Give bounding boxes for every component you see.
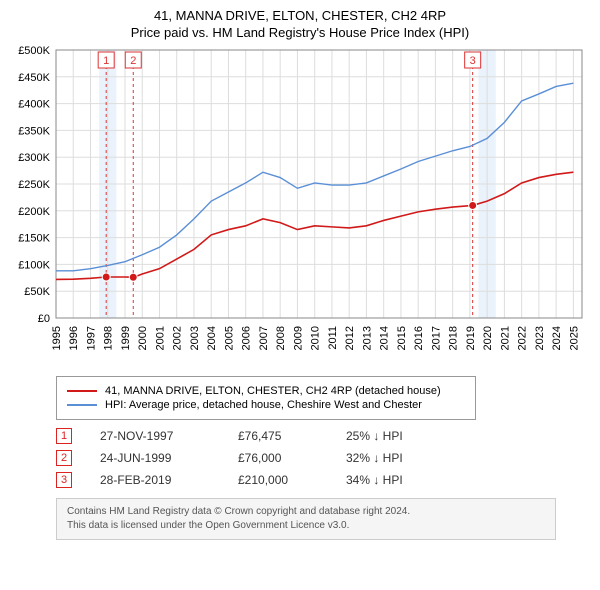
legend-item: HPI: Average price, detached house, Ches… — [67, 399, 465, 411]
sale-diff: 34% ↓ HPI — [346, 473, 446, 487]
svg-text:2011: 2011 — [327, 326, 339, 350]
svg-text:2002: 2002 — [172, 326, 184, 350]
footnote-line: Contains HM Land Registry data © Crown c… — [67, 505, 545, 519]
svg-text:2007: 2007 — [258, 326, 270, 350]
legend-swatch — [67, 404, 97, 406]
footnote-line: This data is licensed under the Open Gov… — [67, 519, 545, 533]
svg-text:2023: 2023 — [534, 326, 546, 350]
svg-text:2008: 2008 — [275, 326, 287, 350]
svg-text:£400K: £400K — [18, 99, 50, 111]
svg-text:£150K: £150K — [18, 233, 50, 245]
sale-date: 28-FEB-2019 — [100, 473, 210, 487]
svg-text:2: 2 — [130, 55, 136, 67]
svg-text:2005: 2005 — [223, 326, 235, 350]
svg-text:£0: £0 — [38, 313, 50, 325]
chart-container: 41, MANNA DRIVE, ELTON, CHESTER, CH2 4RP… — [0, 0, 600, 548]
svg-text:2020: 2020 — [482, 326, 494, 350]
title-block: 41, MANNA DRIVE, ELTON, CHESTER, CH2 4RP… — [12, 8, 588, 40]
svg-text:2009: 2009 — [292, 326, 304, 350]
svg-text:2000: 2000 — [137, 326, 149, 350]
svg-text:£450K: £450K — [18, 72, 50, 84]
svg-text:2013: 2013 — [361, 326, 373, 350]
sale-date: 24-JUN-1999 — [100, 451, 210, 465]
sale-row: 3 28-FEB-2019 £210,000 34% ↓ HPI — [56, 472, 588, 488]
sale-marker: 1 — [56, 428, 72, 444]
svg-text:£250K: £250K — [18, 179, 50, 191]
plot-area: £0 £50K £100K £150K £200K £250K £300K £350K £400… — [12, 46, 588, 366]
svg-text:2018: 2018 — [448, 326, 460, 350]
chart-subtitle: Price paid vs. HM Land Registry's House … — [12, 25, 588, 40]
svg-text:2003: 2003 — [189, 326, 201, 350]
sale-row: 1 27-NOV-1997 £76,475 25% ↓ HPI — [56, 428, 588, 444]
svg-text:1: 1 — [103, 55, 109, 67]
svg-text:£200K: £200K — [18, 206, 50, 218]
legend: 41, MANNA DRIVE, ELTON, CHESTER, CH2 4RP… — [56, 376, 476, 420]
sale-price: £76,475 — [238, 429, 318, 443]
svg-text:1995: 1995 — [51, 326, 63, 350]
sale-date: 27-NOV-1997 — [100, 429, 210, 443]
svg-text:2004: 2004 — [206, 326, 218, 350]
svg-text:£100K: £100K — [18, 259, 50, 271]
svg-text:2015: 2015 — [396, 326, 408, 350]
svg-text:1997: 1997 — [85, 326, 97, 350]
sale-price: £210,000 — [238, 473, 318, 487]
sale-row: 2 24-JUN-1999 £76,000 32% ↓ HPI — [56, 450, 588, 466]
svg-text:1998: 1998 — [103, 326, 115, 350]
svg-text:2021: 2021 — [499, 326, 511, 350]
sale-diff: 25% ↓ HPI — [346, 429, 446, 443]
svg-text:2025: 2025 — [568, 326, 580, 350]
svg-text:£500K: £500K — [18, 46, 50, 57]
svg-text:2022: 2022 — [517, 326, 529, 350]
svg-text:1996: 1996 — [68, 326, 80, 350]
chart-title-address: 41, MANNA DRIVE, ELTON, CHESTER, CH2 4RP — [12, 8, 588, 23]
svg-text:2016: 2016 — [413, 326, 425, 350]
svg-text:2006: 2006 — [241, 326, 253, 350]
svg-text:£300K: £300K — [18, 152, 50, 164]
legend-label: 41, MANNA DRIVE, ELTON, CHESTER, CH2 4RP… — [105, 385, 441, 397]
legend-item: 41, MANNA DRIVE, ELTON, CHESTER, CH2 4RP… — [67, 385, 465, 397]
svg-text:3: 3 — [470, 55, 476, 67]
svg-text:2012: 2012 — [344, 326, 356, 350]
sale-diff: 32% ↓ HPI — [346, 451, 446, 465]
sale-marker: 2 — [56, 450, 72, 466]
sale-marker: 3 — [56, 472, 72, 488]
chart-svg: £0 £50K £100K £150K £200K £250K £300K £350K £400… — [12, 46, 588, 366]
svg-text:2001: 2001 — [154, 326, 166, 350]
footnote-box: Contains HM Land Registry data © Crown c… — [56, 498, 556, 540]
svg-text:2014: 2014 — [379, 326, 391, 350]
legend-swatch — [67, 390, 97, 392]
legend-label: HPI: Average price, detached house, Ches… — [105, 399, 422, 411]
svg-text:£50K: £50K — [24, 286, 50, 298]
svg-text:2024: 2024 — [551, 326, 563, 350]
sale-table: 1 27-NOV-1997 £76,475 25% ↓ HPI 2 24-JUN… — [56, 428, 588, 488]
svg-text:2017: 2017 — [430, 326, 442, 350]
svg-text:2010: 2010 — [310, 326, 322, 350]
sale-price: £76,000 — [238, 451, 318, 465]
svg-text:£350K: £350K — [18, 125, 50, 137]
svg-text:1999: 1999 — [120, 326, 132, 350]
svg-text:2019: 2019 — [465, 326, 477, 350]
